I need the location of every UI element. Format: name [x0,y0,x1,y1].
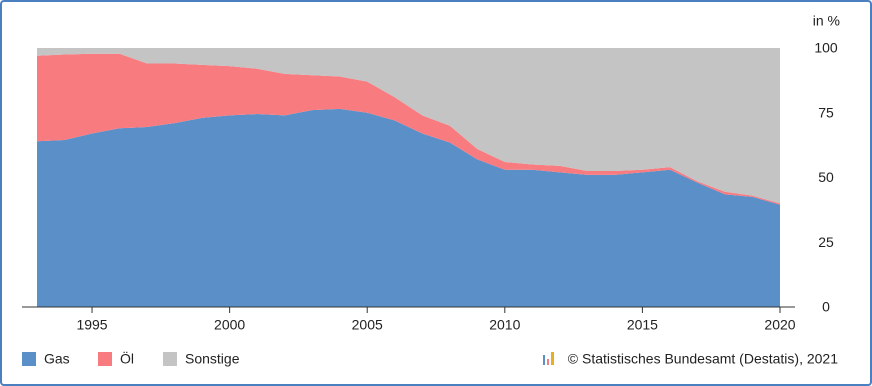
legend-item: Gas [22,351,70,367]
y-unit-label: in % [813,13,840,29]
legend-swatch [163,352,177,366]
plot-area [37,48,780,308]
x-tick-label: 2015 [627,317,658,333]
x-tick-label: 2005 [352,317,383,333]
x-tick-label: 1995 [76,317,107,333]
y-tick-label: 75 [818,104,834,120]
legend-label: Öl [120,350,134,367]
x-tick-label: 2020 [764,317,795,333]
legend-item: Sonstige [163,351,240,367]
area [37,108,780,308]
source-icon [543,352,554,365]
legend-swatch [22,352,36,366]
y-tick-label: 0 [822,299,830,315]
legend-label: Gas [44,351,70,367]
legend-label: Sonstige [185,351,240,367]
legend-swatch [98,352,112,366]
y-tick-label: 100 [814,40,838,56]
area [37,53,780,205]
x-tick-label: 2010 [489,317,520,333]
area [37,48,780,204]
y-tick-label: 50 [818,169,834,185]
y-tick-label: 25 [818,234,834,250]
source: © Statistisches Bundesamt (Destatis), 20… [568,351,838,367]
x-tick-label: 2000 [214,317,245,333]
legend-item: Öl [98,350,134,367]
